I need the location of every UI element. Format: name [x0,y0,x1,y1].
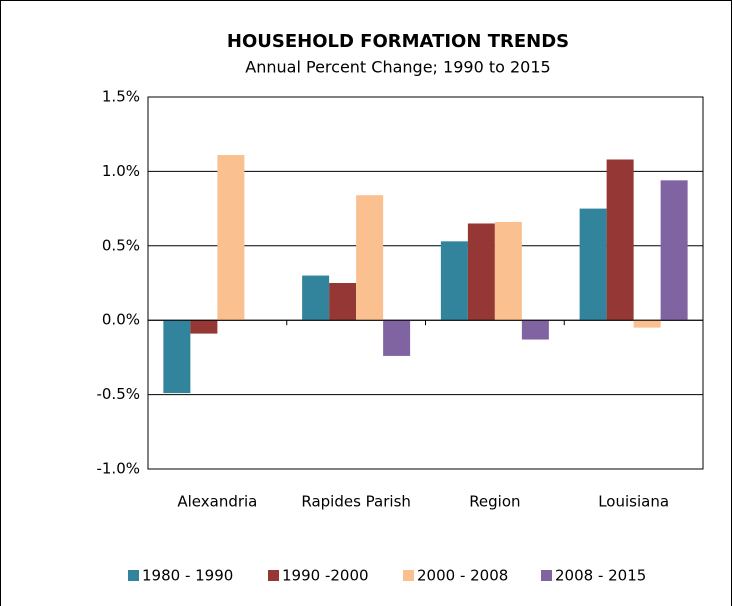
legend-label: 2000 - 2008 [417,567,508,585]
y-tick-label: 1.0% [102,162,140,180]
bar [494,221,522,321]
y-tick-label: 0.0% [102,311,140,329]
y-tick-label: 0.5% [102,236,140,254]
y-tick-label: 1.5% [102,88,140,106]
x-tick-label: Rapides Parish [301,493,411,511]
x-tick-label: Alexandria [177,493,257,511]
legend-swatch [128,570,139,581]
y-tick-label: -0.5% [96,385,140,403]
legend-swatch [268,570,279,581]
bar [521,320,549,340]
bar [190,320,218,334]
bar [302,275,330,321]
bar [440,241,468,321]
x-tick-label: Region [469,493,520,511]
bar [606,159,634,321]
legend-label: 1980 - 1990 [142,567,233,585]
legend-label: 2008 - 2015 [555,567,646,585]
legend-swatch [541,570,552,581]
bar [383,320,411,356]
bar [217,155,245,321]
bar [356,195,384,321]
bar [163,320,191,394]
bar [633,320,661,328]
y-tick-label: -1.0% [96,460,140,478]
chart-subtitle: Annual Percent Change; 1990 to 2015 [245,58,550,77]
bar [467,223,495,321]
chart-title: HOUSEHOLD FORMATION TRENDS [227,31,569,52]
bar [579,208,607,321]
legend-label: 1990 -2000 [282,567,369,585]
legend-swatch [403,570,414,581]
bar [660,180,688,321]
bar [329,283,357,321]
x-tick-label: Louisiana [598,493,669,511]
